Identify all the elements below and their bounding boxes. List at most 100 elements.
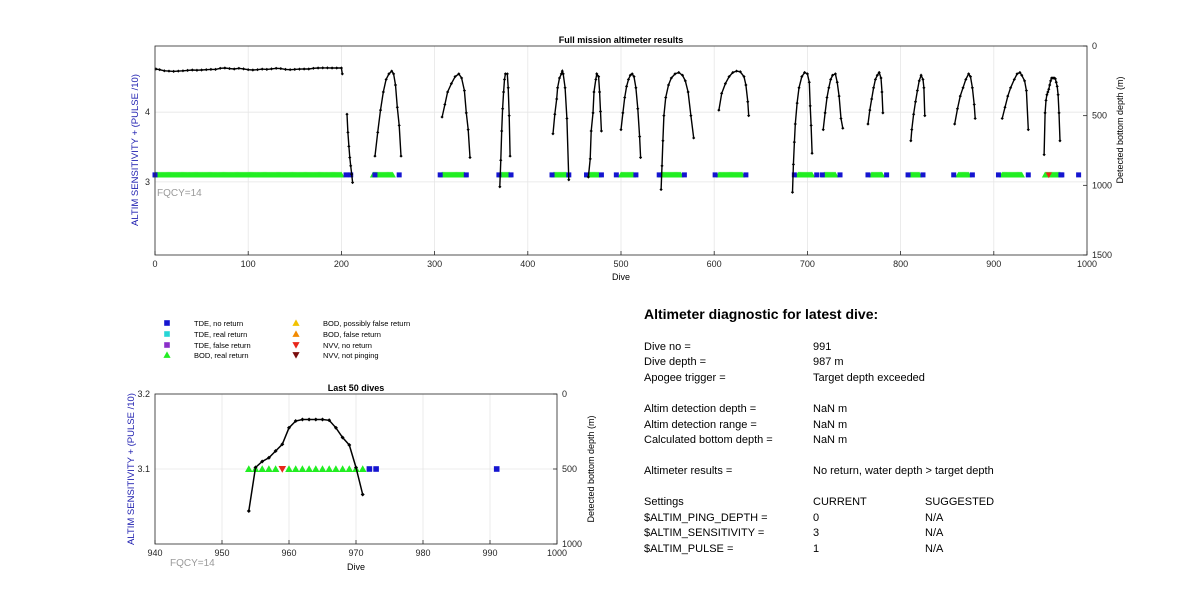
diag-value: NaN m bbox=[813, 403, 848, 415]
bottom-depth-point bbox=[683, 79, 687, 83]
bottom-depth-point bbox=[302, 67, 306, 71]
bottom-depth-point bbox=[501, 90, 506, 94]
bottom-depth-point bbox=[551, 132, 555, 136]
y-axis-label: ALTIM SENSITIVITY + (PULSE /10) bbox=[130, 74, 141, 226]
bottom-depth-point bbox=[1048, 83, 1052, 87]
bottom-depth-point bbox=[592, 90, 596, 94]
bottom-depth-point bbox=[589, 129, 593, 133]
tde-no-return-marker bbox=[712, 172, 718, 178]
x-tick-label: 960 bbox=[281, 548, 296, 558]
bottom-depth-point bbox=[909, 139, 913, 143]
x-tick-label: 940 bbox=[147, 548, 162, 558]
x-tick-label: 500 bbox=[613, 259, 628, 269]
bottom-depth-point bbox=[870, 97, 874, 101]
bottom-depth-point bbox=[1020, 73, 1024, 77]
setting-name: $ALTIM_PULSE = bbox=[644, 543, 734, 555]
bottom-depth-point bbox=[598, 109, 603, 114]
bottom-depth-point bbox=[381, 90, 385, 94]
bottom-depth-line bbox=[374, 70, 402, 157]
diag-value: NaN m bbox=[813, 419, 848, 431]
bottom-depth-point bbox=[805, 72, 809, 76]
bottom-depth-point bbox=[466, 128, 470, 132]
bod-real-return-marker bbox=[1018, 171, 1025, 178]
bottom-depth-point bbox=[269, 67, 274, 71]
nvv-no-return-marker bbox=[278, 465, 287, 473]
x-tick-label: 900 bbox=[986, 259, 1001, 269]
setting-suggested: N/A bbox=[925, 543, 944, 555]
bottom-depth-point bbox=[877, 70, 881, 75]
bottom-depth-point bbox=[190, 68, 194, 72]
bottom-depth-point bbox=[1053, 77, 1057, 81]
diag-value: 987 m bbox=[813, 356, 844, 368]
bod-real-return-marker bbox=[305, 465, 313, 473]
bottom-depth-point bbox=[594, 77, 598, 82]
chart-title: Last 50 dives bbox=[328, 383, 385, 393]
bottom-depth-point bbox=[1012, 77, 1016, 82]
bottom-depth-point bbox=[731, 70, 735, 75]
bottom-depth-point bbox=[333, 425, 338, 430]
bottom-depth-point bbox=[255, 68, 260, 72]
bottom-depth-point bbox=[218, 66, 222, 70]
bottom-depth-line bbox=[954, 72, 976, 125]
y2-tick-label: 1000 bbox=[562, 539, 582, 549]
bottom-depth-point bbox=[320, 417, 325, 422]
bottom-depth-point bbox=[265, 67, 269, 72]
bottom-depth-point bbox=[1003, 105, 1007, 109]
bottom-depth-point bbox=[1056, 93, 1060, 97]
bottom-depth-point bbox=[790, 190, 795, 194]
bottom-depth-point bbox=[669, 76, 673, 80]
bottom-depth-point bbox=[209, 67, 213, 72]
bottom-depth-point bbox=[373, 154, 377, 158]
bottom-depth-point bbox=[586, 175, 590, 179]
setting-current: 0 bbox=[813, 512, 820, 524]
bottom-depth-point bbox=[327, 418, 332, 423]
bottom-depth-point bbox=[399, 154, 403, 158]
y2-tick-label: 1500 bbox=[1092, 250, 1112, 260]
bottom-depth-line bbox=[552, 68, 570, 180]
bod-real-return-marker bbox=[265, 465, 273, 473]
bottom-depth-point bbox=[181, 69, 185, 73]
bottom-depth-point bbox=[1055, 84, 1059, 89]
bottom-depth-point bbox=[742, 75, 746, 79]
bottom-depth-point bbox=[827, 86, 831, 90]
bottom-depth-point bbox=[307, 417, 312, 422]
bottom-depth-point bbox=[1057, 111, 1061, 115]
legend-label: NVV, not pinging bbox=[323, 351, 379, 360]
tde-no-return-marker bbox=[969, 172, 975, 178]
bottom-depth-point bbox=[661, 139, 665, 143]
bottom-depth-point bbox=[955, 107, 960, 111]
bottom-depth-point bbox=[835, 80, 839, 84]
legend-label: NVV, no return bbox=[323, 341, 372, 350]
bottom-depth-point bbox=[792, 140, 796, 144]
tde-no-return-marker bbox=[905, 172, 911, 178]
bottom-depth-point bbox=[664, 95, 668, 100]
y-tick-label: 4 bbox=[145, 107, 150, 117]
y2-tick-label: 0 bbox=[562, 389, 567, 399]
legend-triangle-down-marker bbox=[292, 352, 300, 359]
bod-real-return-marker bbox=[258, 465, 266, 473]
bottom-depth-point bbox=[791, 162, 796, 167]
bottom-depth-point bbox=[1008, 86, 1013, 90]
bottom-depth-point bbox=[321, 66, 325, 70]
x-tick-label: 980 bbox=[415, 548, 430, 558]
bottom-depth-point bbox=[287, 425, 291, 430]
bottom-depth-line bbox=[620, 72, 642, 158]
tde-no-return-marker bbox=[372, 172, 378, 178]
bottom-depth-point bbox=[1018, 70, 1022, 75]
legend-triangle-up-marker bbox=[163, 351, 171, 358]
bod-real-return-marker bbox=[332, 465, 340, 473]
bottom-depth-point bbox=[556, 86, 560, 90]
y2-tick-label: 1000 bbox=[1092, 180, 1112, 190]
diag-label: Dive depth = bbox=[644, 356, 707, 368]
bottom-depth-point bbox=[917, 79, 921, 83]
bottom-depth-point bbox=[915, 88, 919, 93]
bottom-depth-point bbox=[839, 116, 843, 121]
bottom-depth-line bbox=[248, 418, 364, 512]
bottom-depth-point bbox=[973, 116, 977, 121]
bottom-depth-point bbox=[689, 114, 693, 118]
bottom-depth-point bbox=[260, 459, 265, 464]
bottom-depth-point bbox=[346, 130, 350, 134]
diag-label: Altim detection range = bbox=[644, 419, 757, 431]
bottom-depth-point bbox=[873, 77, 878, 82]
bottom-depth-point bbox=[1026, 128, 1030, 132]
